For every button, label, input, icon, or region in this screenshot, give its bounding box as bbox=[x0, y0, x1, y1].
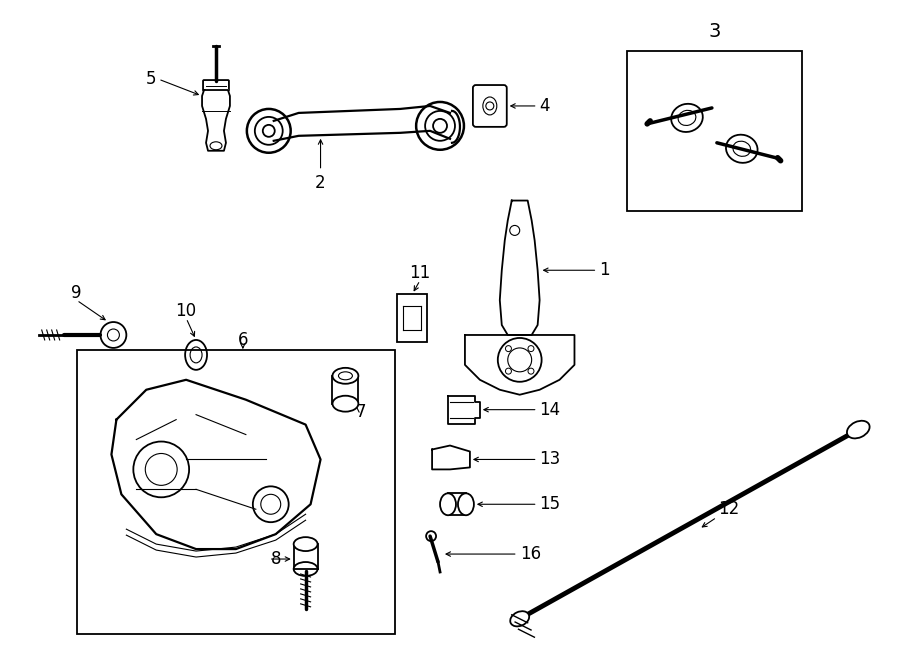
Text: 9: 9 bbox=[71, 284, 82, 302]
Polygon shape bbox=[448, 396, 480, 424]
Ellipse shape bbox=[726, 135, 758, 163]
Polygon shape bbox=[202, 90, 230, 151]
Text: 1: 1 bbox=[599, 261, 610, 279]
Text: 8: 8 bbox=[271, 550, 282, 568]
Text: 14: 14 bbox=[540, 401, 561, 418]
Ellipse shape bbox=[332, 396, 358, 412]
Text: 5: 5 bbox=[146, 70, 157, 88]
Polygon shape bbox=[432, 446, 470, 469]
Ellipse shape bbox=[293, 562, 318, 576]
Text: 16: 16 bbox=[519, 545, 541, 563]
Ellipse shape bbox=[440, 493, 456, 515]
Text: 10: 10 bbox=[176, 302, 197, 320]
Ellipse shape bbox=[293, 537, 318, 551]
Ellipse shape bbox=[847, 421, 869, 438]
Text: 2: 2 bbox=[315, 174, 326, 192]
Text: 13: 13 bbox=[540, 450, 561, 469]
Text: 12: 12 bbox=[718, 500, 740, 518]
Ellipse shape bbox=[458, 493, 474, 515]
Text: 4: 4 bbox=[540, 97, 550, 115]
Text: 15: 15 bbox=[540, 495, 561, 514]
Text: 11: 11 bbox=[410, 264, 431, 282]
Polygon shape bbox=[465, 335, 574, 395]
Polygon shape bbox=[274, 106, 450, 141]
Polygon shape bbox=[112, 380, 320, 549]
Text: 7: 7 bbox=[356, 403, 365, 420]
Ellipse shape bbox=[332, 368, 358, 384]
Polygon shape bbox=[500, 200, 540, 335]
Ellipse shape bbox=[671, 104, 703, 132]
Text: 3: 3 bbox=[708, 22, 721, 41]
Ellipse shape bbox=[510, 611, 529, 627]
Text: 6: 6 bbox=[238, 331, 248, 349]
